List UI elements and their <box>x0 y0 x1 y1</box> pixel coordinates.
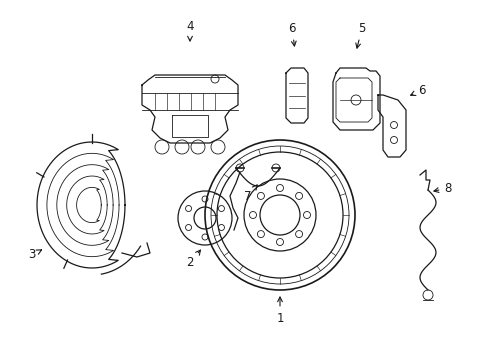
Text: 1: 1 <box>276 297 283 324</box>
Text: 3: 3 <box>28 248 41 261</box>
Text: 5: 5 <box>355 22 365 48</box>
Text: 6: 6 <box>287 22 296 46</box>
Text: 7: 7 <box>244 185 257 202</box>
Text: 8: 8 <box>433 181 451 194</box>
Text: 6: 6 <box>410 84 425 96</box>
Text: 4: 4 <box>186 21 193 41</box>
Text: 2: 2 <box>186 250 200 270</box>
